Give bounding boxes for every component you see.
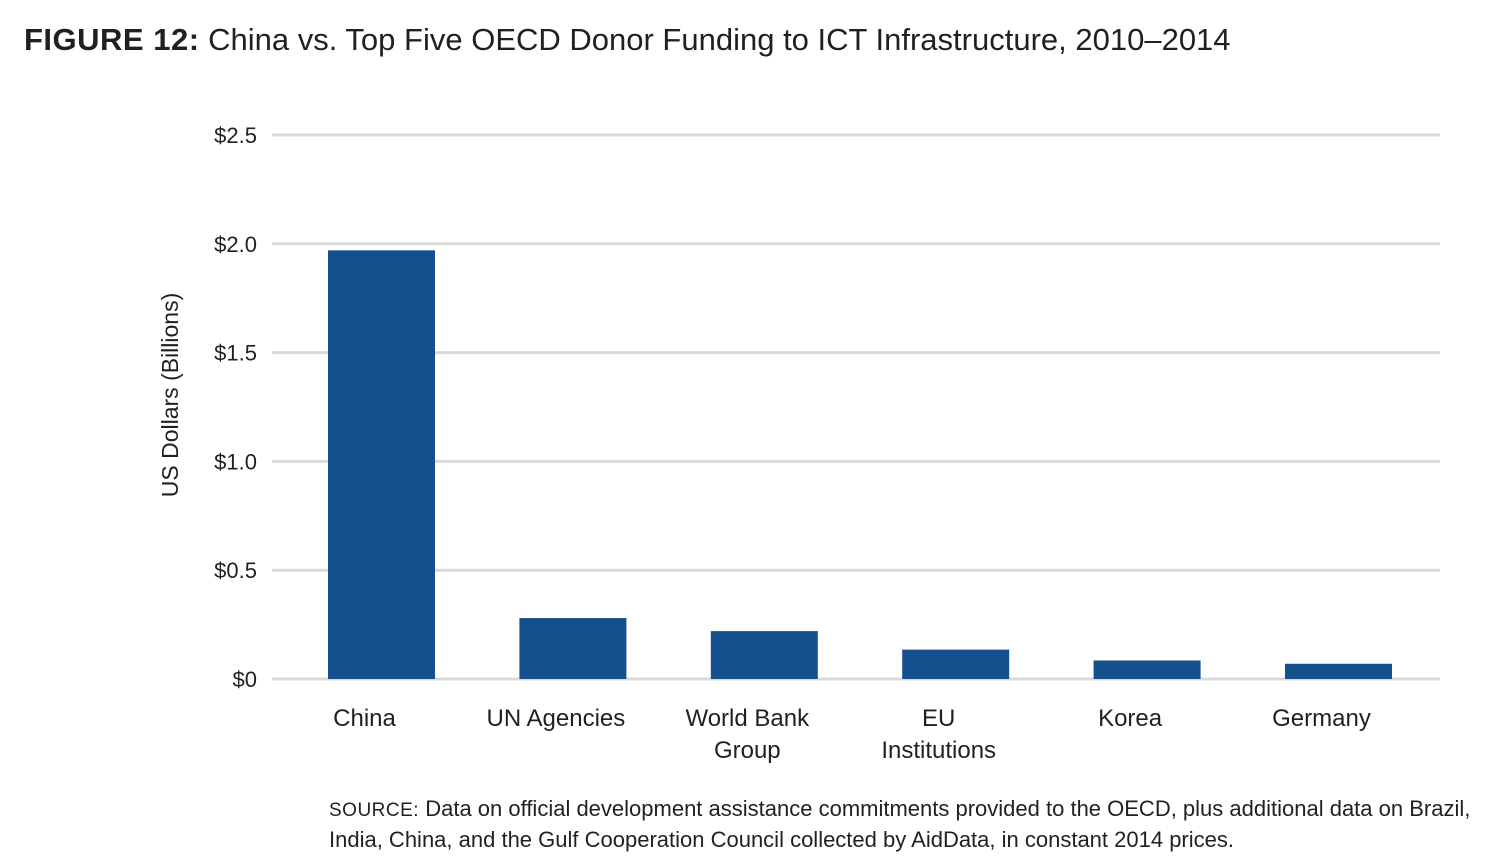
figure-label: FIGURE 12: (24, 22, 200, 57)
bar (328, 250, 435, 679)
y-tick-label: $0 (233, 667, 257, 692)
x-tick-label: Germany (1272, 705, 1371, 732)
x-tick-label: Institutions (881, 737, 996, 764)
source-label: SOURCE: (329, 800, 420, 821)
x-tick-label: World Bank (685, 705, 810, 732)
y-tick-label: $2.5 (214, 123, 257, 148)
gridlines (272, 133, 1440, 681)
bar (710, 631, 818, 679)
y-tick-label: $1.5 (214, 341, 257, 366)
y-axis-ticks: $0 $0.5 $1.0 $1.5 $2.0 $2.5 (214, 123, 257, 692)
source-note: SOURCE: Data on official development ass… (329, 794, 1489, 854)
x-axis-ticks: China UN Agencies World Bank Group EU Institu… (333, 705, 1371, 764)
y-tick-label: $2.0 (214, 232, 257, 257)
bar-chart: $0 $0.5 $1.0 $1.5 $2.0 $2.5 China UN Agencies W… (157, 123, 1440, 764)
source-text: Data on official development assistance … (329, 796, 1471, 852)
y-tick-label: $1.0 (214, 449, 257, 474)
y-axis-label: US Dollars (Billions) (157, 293, 183, 497)
y-tick-label: $0.5 (214, 558, 257, 583)
bar (519, 618, 627, 679)
x-tick-label: Korea (1098, 705, 1163, 732)
bar (1093, 660, 1201, 679)
bar (902, 649, 1010, 679)
x-tick-label: China (333, 705, 396, 732)
figure-title-text: China vs. Top Five OECD Donor Funding to… (208, 22, 1231, 57)
bars (328, 250, 1392, 679)
x-tick-label: Group (714, 737, 781, 764)
figure-title: FIGURE 12: China vs. Top Five OECD Donor… (24, 22, 1231, 58)
x-tick-label: UN Agencies (487, 705, 626, 732)
x-tick-label: EU (922, 705, 955, 732)
bar (1285, 663, 1392, 679)
